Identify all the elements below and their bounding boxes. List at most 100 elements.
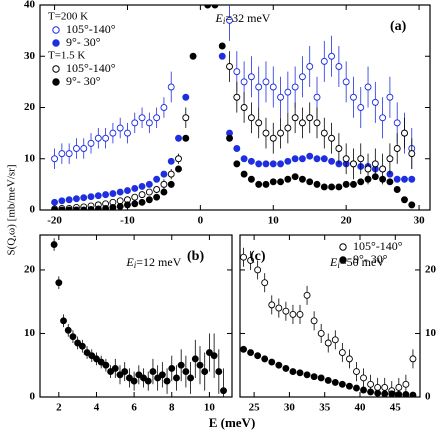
- data-point: [102, 361, 110, 369]
- data-points: [240, 247, 417, 397]
- data-point: [111, 364, 119, 372]
- data-point: [58, 206, 66, 210]
- legend-label: 9°- 30°: [66, 35, 101, 49]
- data-point: [371, 173, 379, 181]
- data-point: [262, 129, 270, 137]
- annotation-part: =32 meV: [225, 11, 270, 25]
- data-point: [211, 5, 219, 9]
- data-point: [374, 384, 382, 391]
- data-point: [254, 352, 262, 360]
- data-point: [282, 307, 290, 315]
- y-tick-label: 0: [30, 391, 36, 403]
- data-point: [298, 155, 306, 163]
- data-point: [275, 304, 283, 312]
- legend-marker: [339, 256, 347, 264]
- legend-group-title: T=200 K: [48, 11, 88, 23]
- data-point: [240, 104, 248, 111]
- x-tick-label: 30: [284, 402, 296, 414]
- data-point: [182, 134, 190, 142]
- data-point: [51, 198, 59, 206]
- data-point: [313, 119, 321, 127]
- data-point: [102, 205, 110, 210]
- x-axis-label: E (meV): [209, 415, 256, 430]
- data-point: [393, 175, 401, 183]
- data-point: [296, 310, 304, 318]
- data-point: [381, 384, 389, 391]
- data-point: [275, 361, 283, 369]
- data-point: [408, 150, 416, 158]
- data-point: [306, 152, 314, 160]
- y-tick-label: 40: [24, 0, 36, 11]
- data-point: [167, 83, 175, 91]
- data-point: [277, 129, 285, 137]
- data-point: [177, 361, 185, 369]
- annotation-part: =50 meV: [340, 255, 385, 269]
- data-point: [313, 155, 321, 163]
- data-point: [102, 134, 110, 142]
- data-point: [65, 150, 73, 158]
- data-point: [116, 371, 124, 379]
- y-tick-label: 20: [24, 101, 36, 113]
- data-point: [247, 256, 255, 264]
- data-point: [371, 160, 379, 168]
- data-point: [145, 188, 153, 196]
- x-tick-label: 25: [249, 402, 261, 414]
- x-tick-label: 4: [94, 402, 100, 414]
- data-point: [167, 170, 175, 178]
- annotation-part: i: [223, 16, 226, 26]
- data-point: [364, 165, 372, 173]
- legend-marker: [52, 78, 60, 86]
- annotation-part: E: [125, 255, 134, 269]
- annotation-part: E: [215, 11, 224, 25]
- data-point: [247, 157, 255, 165]
- data-point: [320, 183, 328, 191]
- data-point: [233, 68, 241, 76]
- legend-marker: [339, 243, 347, 251]
- data-point: [240, 170, 248, 178]
- data-point: [247, 175, 255, 183]
- data-point: [145, 119, 153, 127]
- annotation-part: E: [329, 255, 338, 269]
- data-point: [284, 175, 292, 183]
- data-point: [328, 183, 336, 191]
- data-point: [353, 368, 360, 376]
- data-point: [261, 279, 269, 287]
- data-point: [284, 124, 292, 132]
- data-point: [402, 380, 410, 388]
- x-tick-label: 8: [169, 402, 175, 414]
- data-point: [233, 93, 241, 101]
- data-point: [74, 339, 82, 347]
- data-point: [320, 57, 328, 65]
- legend-label: 105°-140°: [66, 22, 116, 36]
- data-point: [401, 175, 408, 183]
- data-point: [328, 134, 336, 142]
- y-tick-label: 10: [24, 327, 36, 339]
- data-point: [124, 187, 131, 194]
- data-point: [255, 160, 263, 168]
- data-point: [138, 198, 146, 206]
- data-point: [160, 180, 168, 188]
- x-tick-label: 6: [131, 402, 137, 414]
- data-point: [345, 355, 353, 363]
- data-point: [80, 206, 88, 210]
- data-point: [296, 369, 304, 377]
- data-point: [93, 355, 100, 363]
- annotation-part: i: [134, 260, 137, 270]
- data-point: [175, 134, 182, 142]
- data-point: [226, 134, 233, 142]
- data-point: [55, 279, 63, 287]
- y-tick-label: 20: [425, 263, 437, 275]
- x-tick-label: 0: [198, 215, 204, 227]
- data-point: [233, 145, 241, 152]
- data-point: [138, 191, 146, 199]
- data-point: [72, 206, 80, 210]
- data-point: [153, 114, 161, 122]
- data-point: [331, 336, 339, 344]
- x-tick-label: 10: [204, 402, 216, 414]
- data-point: [262, 180, 270, 188]
- data-point: [298, 175, 306, 183]
- data-point: [306, 178, 314, 186]
- data-point: [268, 358, 276, 366]
- data-point: [226, 16, 233, 24]
- data-point: [87, 139, 95, 147]
